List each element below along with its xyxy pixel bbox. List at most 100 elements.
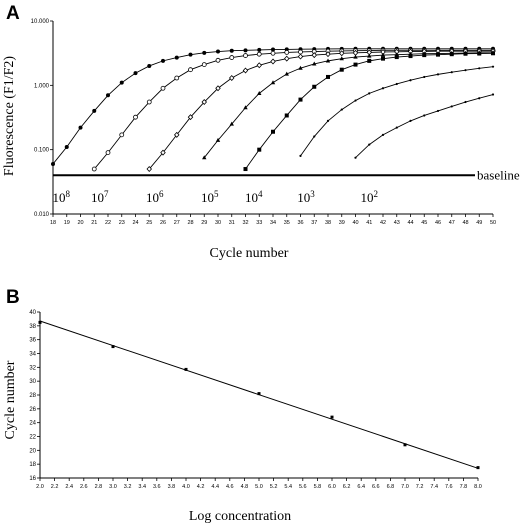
panel-a-x-tick-label: 28 (187, 220, 193, 226)
data-point (216, 49, 220, 54)
data-point (409, 79, 412, 82)
data-point (380, 52, 386, 57)
data-point (202, 50, 207, 55)
panel-a-x-tick-label: 18 (50, 220, 56, 226)
data-point (436, 73, 440, 76)
data-point (340, 108, 343, 111)
data-point (476, 466, 480, 470)
amplification-curve (146, 48, 496, 173)
data-point (242, 67, 249, 74)
curve-line (203, 52, 493, 158)
panel-b-x-tick-label: 7.2 (416, 484, 424, 490)
data-point (257, 147, 262, 152)
panel-a-x-tick-label: 50 (490, 220, 496, 226)
data-point (215, 85, 221, 92)
data-point (111, 345, 115, 349)
data-point (51, 161, 55, 166)
data-point (184, 367, 188, 371)
data-point (436, 109, 440, 113)
data-point (243, 48, 248, 53)
panel-a-y-tick-label: 0.100 (34, 148, 50, 154)
data-point (215, 57, 221, 63)
panel-a-x-tick-label: 26 (160, 220, 166, 226)
data-point (339, 67, 344, 72)
data-point (330, 415, 334, 419)
panel-a-x-axis-title: Cycle number (210, 246, 289, 261)
panel-a-x-tick-label: 29 (201, 220, 207, 226)
panel-a-x-tick-label: 30 (215, 220, 221, 226)
data-point (381, 56, 385, 61)
panel-a-x-tick-label: 34 (270, 220, 276, 226)
panel-b-x-tick-label: 4.4 (211, 484, 219, 490)
panel-b-x-tick-label: 7.6 (445, 484, 453, 490)
data-point (229, 121, 234, 126)
panel-b-x-tick-label: 5.0 (255, 484, 263, 490)
panel-b-y-tick-label: 16 (29, 476, 36, 482)
data-point (174, 55, 179, 60)
data-point (367, 58, 372, 63)
panel-a-y-tick-label: 1.000 (34, 83, 50, 89)
panel-b-x-tick-label: 6.8 (387, 484, 395, 490)
data-point (354, 99, 357, 102)
panel-a-x-tick-label: 35 (284, 220, 290, 226)
curve-line (300, 66, 494, 157)
baseline-label: baseline (477, 167, 520, 182)
data-point (436, 52, 440, 57)
data-point (422, 53, 427, 58)
data-point (271, 47, 275, 52)
amplification-curve (91, 47, 496, 172)
data-point (423, 114, 426, 117)
data-point (368, 92, 371, 95)
data-point (395, 126, 398, 129)
panel-a-x-tick-label: 27 (174, 220, 180, 226)
data-point (78, 125, 83, 130)
data-point (105, 150, 111, 156)
data-point (409, 119, 412, 122)
panel-b-y-tick-label: 18 (29, 462, 36, 468)
data-point (395, 82, 398, 86)
data-point (229, 48, 234, 53)
data-point (450, 105, 453, 108)
panel-a-y-axis-title: Fluorescence (F1/F2) (2, 56, 17, 176)
panel-b-letter: B (6, 287, 20, 308)
data-point (284, 50, 290, 55)
data-point (92, 108, 97, 113)
data-point (477, 51, 482, 56)
panel-a-x-tick-label: 19 (64, 220, 70, 226)
concentration-label: 106 (146, 189, 164, 205)
panel-b-y-tick-label: 28 (29, 393, 36, 399)
panel-b-y-tick-label: 32 (29, 365, 36, 371)
data-point (229, 75, 235, 81)
data-point (298, 65, 303, 70)
panel-b-x-tick-label: 2.4 (65, 484, 73, 490)
panel-a-x-tick-label: 20 (77, 220, 83, 226)
data-point (298, 49, 303, 55)
panel-b-x-tick-label: 3.6 (153, 484, 161, 490)
panel-a-chart: 0.010 0.100 1.000 10.000 18 19 20 21 22 23 24 25 26 2… (31, 19, 520, 226)
panel-b-x-tick-label: 7.8 (460, 484, 468, 490)
panel-a-y-tick-label: 10.000 (31, 19, 50, 25)
panel-b-x-tick-label: 2.0 (36, 484, 44, 490)
curve-line (52, 48, 493, 165)
data-point (367, 53, 372, 58)
data-point (160, 85, 166, 91)
panel-b-x-tick-label: 5.4 (284, 484, 292, 490)
data-point (394, 55, 399, 60)
panel-a-x-tick-label: 31 (229, 220, 235, 226)
panel-b-x-tick-label: 3.0 (109, 484, 117, 490)
panel-b-y-tick-label: 26 (29, 407, 36, 413)
panel-a-x-tick-label: 24 (132, 220, 138, 226)
data-point (257, 47, 262, 52)
data-point (450, 71, 453, 74)
panel-b-x-tick-label: 6.4 (357, 484, 365, 490)
data-point (147, 63, 152, 68)
panel-b-x-tick-label: 5.8 (314, 484, 322, 490)
data-point (64, 145, 69, 150)
panel-a-x-tick-label: 42 (380, 220, 386, 226)
panel-a-x-tick-label: 39 (339, 220, 345, 226)
panel-a-x-tick-label: 49 (476, 220, 482, 226)
data-point (491, 51, 495, 56)
panel-b-x-tick-label: 4.8 (241, 484, 249, 490)
data-point (174, 131, 180, 138)
